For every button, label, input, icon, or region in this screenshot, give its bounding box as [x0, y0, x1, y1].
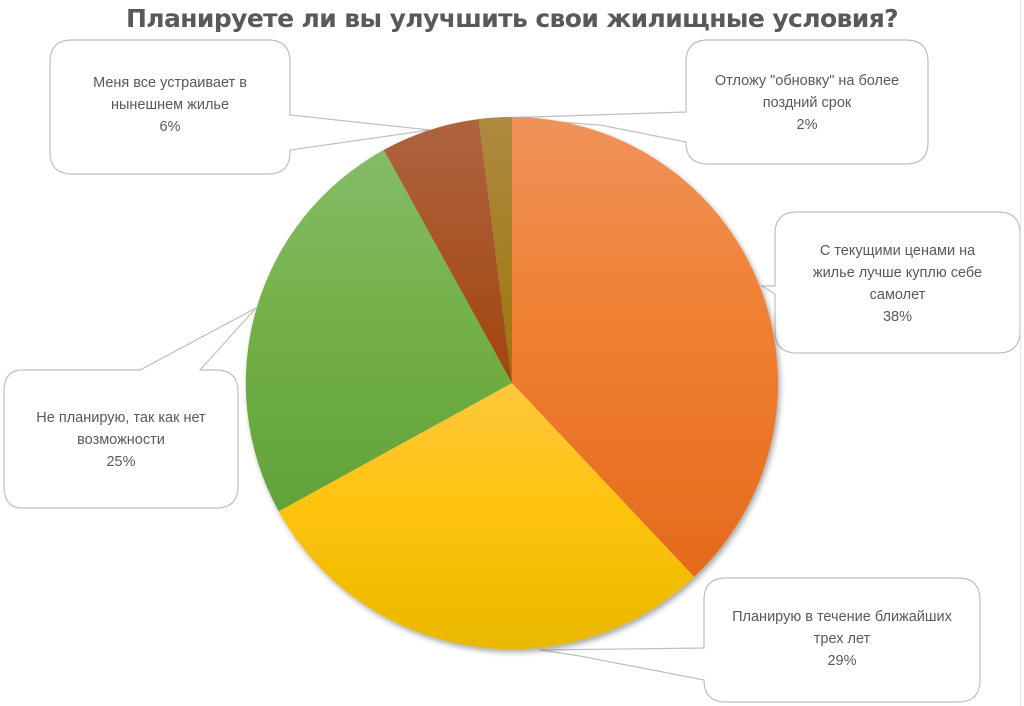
- slice-three-years-29[interactable]: [278, 383, 695, 650]
- callout-satisfied-line-1: Меня все устраивает в: [93, 75, 247, 91]
- callout-satisfied-shape: [49, 39, 431, 175]
- callout-airplane: С текущими ценами на жилье лучше куплю с…: [775, 240, 1020, 328]
- slice-postpone-2[interactable]: [478, 117, 512, 383]
- callout-postpone-line-1: Отложу "обновку" на более: [714, 73, 900, 89]
- slice-no-means-25[interactable]: [245, 149, 512, 512]
- callout-airplane-line-2: жилье лучше куплю себе: [812, 265, 983, 281]
- callout-satisfied-percent: 6%: [159, 119, 181, 135]
- callout-airplane-percent: 38%: [882, 309, 913, 325]
- callout-postpone-percent: 2%: [796, 117, 818, 133]
- callout-satisfied-line-2: нынешнем жилье: [110, 97, 230, 113]
- chart-title: Планируете ли вы улучшить свои жилищные …: [125, 4, 899, 33]
- callout-no-means-shape: [3, 307, 257, 509]
- slice-satisfied-6[interactable]: [383, 119, 512, 383]
- callout-outlines: [3, 39, 1021, 703]
- callout-three-years: Планирую в течение ближайших трех лет 29…: [704, 606, 980, 672]
- callout-no-means: Не планирую, так как нет возможности 25%: [4, 407, 238, 473]
- callout-three-years-shape: [539, 577, 981, 703]
- callout-three-years-percent: 29%: [827, 653, 857, 669]
- callout-postpone-line-2: поздний срок: [762, 95, 852, 111]
- callout-airplane-shape: [759, 211, 1021, 354]
- callout-three-years-line-1: Планирую в течение ближайших: [732, 609, 952, 625]
- pie-slices: [245, 117, 779, 650]
- callout-airplane-line-3: самолет: [869, 287, 926, 303]
- callout-postpone: Отложу "обновку" на более поздний срок 2…: [686, 70, 928, 136]
- callout-postpone-shape: [499, 39, 929, 165]
- callout-no-means-percent: 25%: [106, 454, 136, 470]
- callout-airplane-line-1: С текущими ценами на: [819, 243, 976, 259]
- callout-three-years-line-2: трех лет: [813, 631, 871, 647]
- callout-no-means-line-2: возможности: [77, 432, 165, 448]
- slice-airplane-38[interactable]: [512, 117, 779, 577]
- callout-satisfied: Меня все устраивает в нынешнем жилье 6%: [50, 72, 290, 138]
- callout-no-means-line-1: Не планирую, так как нет: [36, 410, 206, 426]
- frame-edge: [1020, 0, 1021, 706]
